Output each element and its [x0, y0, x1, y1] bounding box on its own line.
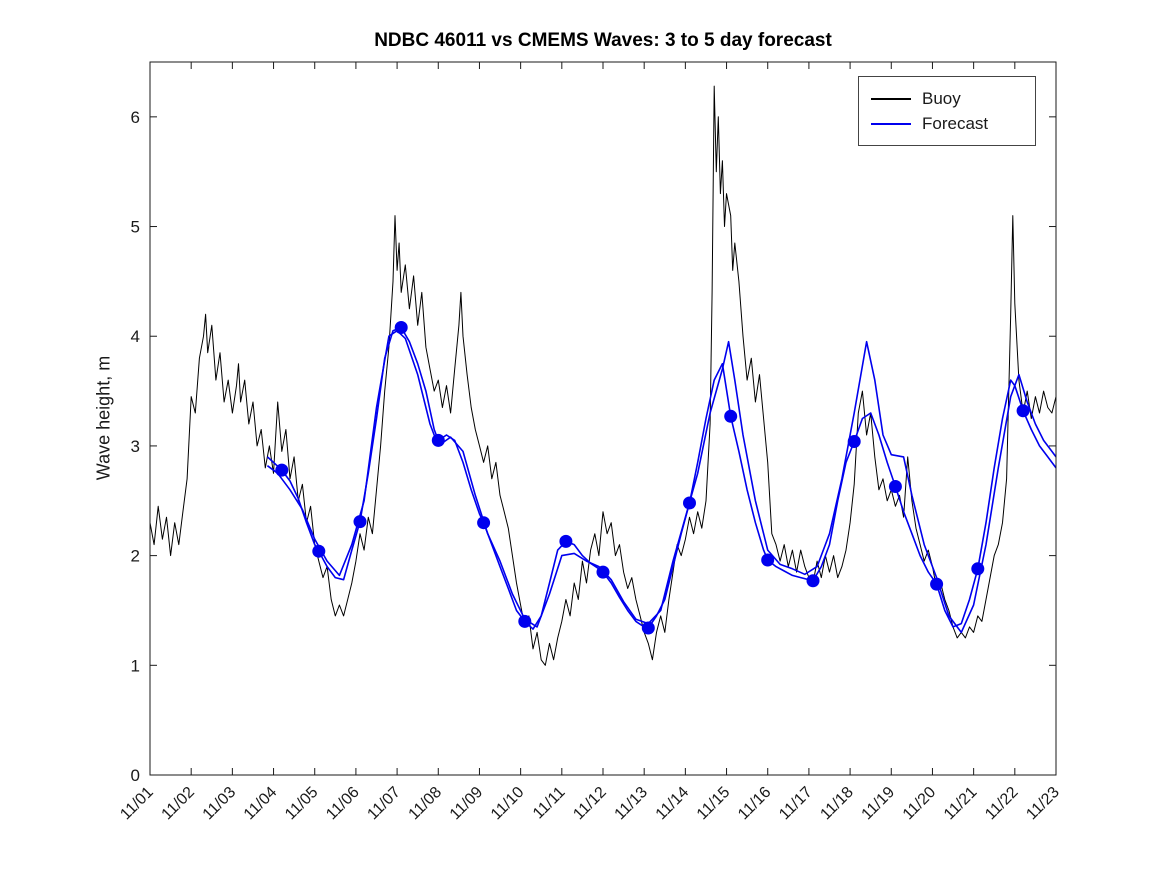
svg-text:11/09: 11/09: [447, 784, 487, 824]
svg-text:11/03: 11/03: [200, 784, 240, 824]
svg-text:5: 5: [131, 218, 140, 237]
svg-text:11/15: 11/15: [694, 784, 734, 824]
svg-text:11/10: 11/10: [488, 784, 528, 824]
svg-text:11/07: 11/07: [364, 784, 404, 824]
svg-text:2: 2: [131, 547, 140, 566]
svg-text:11/11: 11/11: [530, 784, 569, 823]
svg-text:1: 1: [131, 656, 140, 675]
svg-text:0: 0: [131, 766, 140, 785]
svg-text:11/02: 11/02: [159, 784, 199, 824]
svg-text:11/04: 11/04: [241, 784, 281, 824]
svg-text:11/12: 11/12: [570, 784, 610, 824]
svg-text:11/05: 11/05: [282, 784, 322, 824]
svg-text:11/13: 11/13: [612, 784, 652, 824]
legend-label-forecast: Forecast: [922, 113, 989, 133]
svg-text:4: 4: [131, 327, 140, 346]
buoy-line-swatch: [871, 97, 911, 100]
legend-entry-forecast: Forecast: [859, 111, 1035, 136]
chart-title: NDBC 46011 vs CMEMS Waves: 3 to 5 day fo…: [374, 30, 832, 51]
legend: Buoy Forecast: [858, 76, 1036, 146]
forecast-line-swatch: [871, 122, 911, 125]
svg-text:11/20: 11/20: [900, 784, 940, 824]
svg-text:3: 3: [131, 437, 140, 456]
svg-text:11/14: 11/14: [653, 784, 693, 824]
svg-text:11/06: 11/06: [323, 784, 363, 824]
svg-text:11/08: 11/08: [406, 784, 446, 824]
svg-text:11/21: 11/21: [941, 784, 981, 824]
svg-text:11/23: 11/23: [1023, 784, 1063, 824]
svg-text:11/19: 11/19: [859, 784, 899, 824]
svg-text:11/22: 11/22: [982, 784, 1022, 824]
svg-text:11/16: 11/16: [735, 784, 775, 824]
svg-text:11/18: 11/18: [817, 784, 857, 824]
legend-label-buoy: Buoy: [922, 88, 961, 108]
svg-text:11/01: 11/01: [117, 784, 157, 824]
svg-text:11/17: 11/17: [776, 784, 816, 824]
svg-text:6: 6: [131, 108, 140, 127]
legend-entry-buoy: Buoy: [859, 86, 1035, 111]
